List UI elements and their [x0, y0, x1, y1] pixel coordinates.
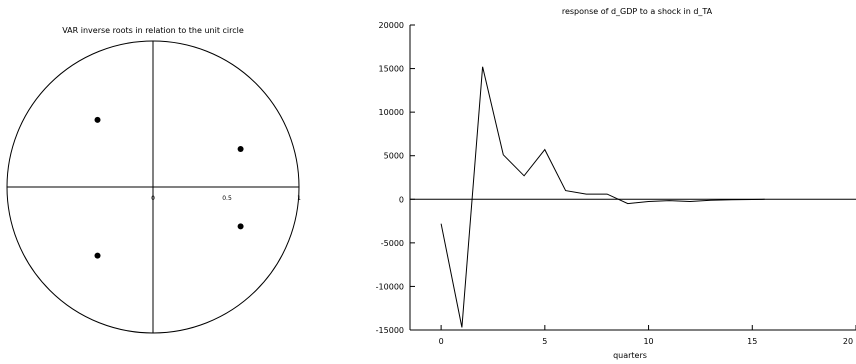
irf-xtick-label-0: 0 — [439, 337, 444, 346]
roots-tick-0: 0 — [151, 195, 155, 202]
irf-ytick-label-4: 0 — [399, 195, 404, 204]
irf-ytick-label-3: 5000 — [384, 152, 404, 161]
irf-ytick-label-7: -15000 — [376, 326, 404, 335]
irf-xtick-label-4: 20 — [843, 337, 853, 346]
roots-points — [94, 116, 244, 259]
root-point-1 — [237, 146, 244, 153]
irf-ytick-label-2: 10000 — [379, 108, 404, 117]
irf-ytick-label-6: -10000 — [376, 282, 404, 291]
roots-chart-title: VAR inverse roots in relation to the uni… — [62, 26, 244, 35]
roots-tick-0.5: 0.5 — [222, 195, 232, 202]
irf-chart-title: response of d_GDP to a shock in d_TA — [562, 7, 713, 16]
roots-chart: VAR inverse roots in relation to the uni… — [6, 26, 301, 334]
roots-tick-1: 1 — [297, 195, 301, 202]
irf-chart: response of d_GDP to a shock in d_TA 200… — [376, 7, 856, 360]
irf-xtick-label-3: 15 — [747, 337, 757, 346]
irf-x-ticks: 0 5 10 15 20 — [439, 325, 856, 346]
irf-ytick-label-5: -5000 — [381, 239, 404, 248]
irf-ytick-label-1: 15000 — [379, 65, 404, 74]
irf-ytick-label-0: 20000 — [379, 21, 404, 30]
irf-series-line — [440, 66, 765, 328]
irf-y-ticks: 20000 15000 10000 5000 0 -5000 -10000 -15000 — [376, 21, 415, 335]
root-point-0 — [94, 116, 101, 123]
irf-xtick-label-1: 5 — [542, 337, 547, 346]
root-point-2 — [237, 223, 244, 230]
irf-x-label: quarters — [613, 351, 647, 360]
root-point-3 — [94, 252, 101, 259]
irf-xtick-label-2: 10 — [643, 337, 653, 346]
